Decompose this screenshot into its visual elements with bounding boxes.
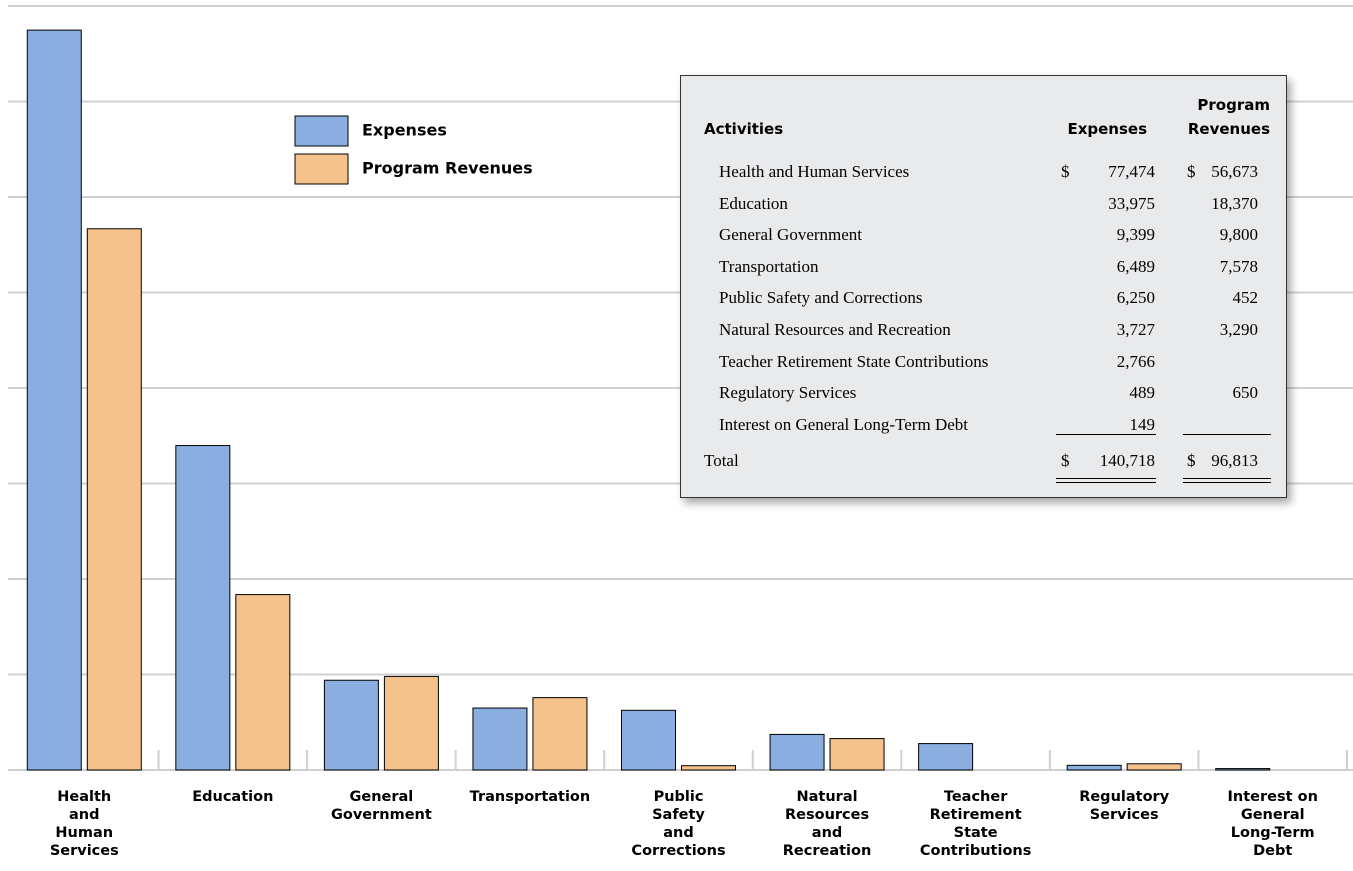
activity-name: Public Safety and Corrections xyxy=(719,288,923,308)
legend-swatch xyxy=(294,115,349,147)
revenues-amount: 3,290 xyxy=(1219,320,1258,339)
activity-name: Teacher Retirement State Contributions xyxy=(719,351,989,371)
currency: $ xyxy=(1187,162,1196,181)
bar xyxy=(175,445,231,771)
total-rule xyxy=(1056,478,1156,479)
expenses-amount: 2,766 xyxy=(1116,351,1155,371)
revenues-amount: 650 xyxy=(1232,383,1259,403)
x-tick-label: Health xyxy=(57,789,111,805)
bar xyxy=(621,709,676,771)
bar xyxy=(1066,764,1122,771)
x-tick-label: Corrections xyxy=(631,843,725,859)
bar xyxy=(472,707,528,771)
x-tick-label: State xyxy=(954,825,998,841)
bar xyxy=(383,675,439,771)
revenues-amount: 56,673 xyxy=(1211,162,1258,181)
currency: $ xyxy=(1061,162,1070,181)
expenses-amount: 6,250 xyxy=(1116,288,1155,308)
activity-name: Education xyxy=(719,193,788,213)
x-tick-label: General xyxy=(1241,807,1305,823)
bar xyxy=(681,765,736,771)
x-tick-label: and xyxy=(69,807,100,823)
x-tick-label: Teacher xyxy=(944,789,1008,805)
header-revenues: Program Revenues xyxy=(1187,96,1270,138)
bar xyxy=(1215,768,1271,771)
x-tick-label: Public xyxy=(654,789,704,805)
expenses-amount: 9,399 xyxy=(1116,225,1155,245)
x-tick-label: and xyxy=(812,825,843,841)
activity-name: Regulatory Services xyxy=(719,383,857,403)
x-tick-label: Debt xyxy=(1253,843,1292,859)
activity-name: General Government xyxy=(719,225,863,245)
data-table: Activities Expenses Program Revenues Hea… xyxy=(680,75,1287,498)
x-tick-label: Long-Term xyxy=(1231,825,1315,841)
total-rule xyxy=(1183,482,1271,483)
bar xyxy=(769,733,825,771)
bar xyxy=(918,743,974,771)
expenses-amount: 6,489 xyxy=(1116,256,1155,276)
sum-rule xyxy=(1183,434,1271,435)
x-tick-label: Retirement xyxy=(930,807,1022,823)
activity-name: Health and Human Services xyxy=(719,162,910,181)
bar xyxy=(235,594,291,771)
x-tick-label: Human xyxy=(55,825,113,841)
activity-name: Interest on General Long-Term Debt xyxy=(719,414,968,434)
activity-name: Transportation xyxy=(719,256,819,276)
header-expenses: Expenses xyxy=(1067,120,1147,138)
bar xyxy=(26,29,82,771)
x-tick-label: Natural xyxy=(797,789,858,805)
total-rule xyxy=(1183,478,1271,479)
x-tick-label: Recreation xyxy=(783,843,872,859)
x-tick-label: Interest on xyxy=(1228,789,1318,805)
x-tick-label: General xyxy=(349,789,413,805)
bar xyxy=(829,738,885,771)
expenses-amount: 3,727 xyxy=(1116,320,1155,339)
x-tick-label: Resources xyxy=(785,807,869,823)
legend-label: Program Revenues xyxy=(362,159,533,178)
legend-label: Expenses xyxy=(362,121,447,140)
revenues-amount: 9,800 xyxy=(1219,225,1258,245)
bar xyxy=(86,228,142,771)
expenses-amount: 77,474 xyxy=(1108,162,1155,181)
expenses-amount: 149 xyxy=(1129,414,1156,434)
activity-name: Total xyxy=(704,451,739,470)
bar xyxy=(532,697,588,771)
expenses-amount: 489 xyxy=(1129,383,1156,403)
header-activities: Activities xyxy=(704,120,784,138)
legend-swatch xyxy=(294,153,349,185)
x-tick-label: Education xyxy=(192,789,273,805)
revenues-amount: 452 xyxy=(1232,288,1259,308)
sum-rule xyxy=(1056,434,1156,435)
x-tick-label: Government xyxy=(331,807,432,823)
bar xyxy=(323,679,379,771)
revenues-amount: 7,578 xyxy=(1219,256,1258,276)
total-rule xyxy=(1056,482,1156,483)
expenses-amount: 33,975 xyxy=(1108,193,1155,213)
x-tick-label: and xyxy=(663,825,694,841)
x-tick-label: Regulatory xyxy=(1079,789,1170,805)
bar xyxy=(1126,763,1182,771)
activity-name: Natural Resources and Recreation xyxy=(719,320,951,339)
x-tick-label: Contributions xyxy=(920,843,1032,859)
currency: $ xyxy=(1187,451,1196,470)
revenues-amount: 96,813 xyxy=(1211,451,1258,470)
x-tick-label: Services xyxy=(1090,807,1159,823)
x-tick-label: Services xyxy=(50,843,119,859)
expenses-amount: 140,718 xyxy=(1099,451,1155,470)
x-tick-label: Safety xyxy=(652,807,705,823)
revenues-amount: 18,370 xyxy=(1211,193,1258,213)
currency: $ xyxy=(1061,451,1070,470)
x-tick-label: Transportation xyxy=(470,789,591,805)
